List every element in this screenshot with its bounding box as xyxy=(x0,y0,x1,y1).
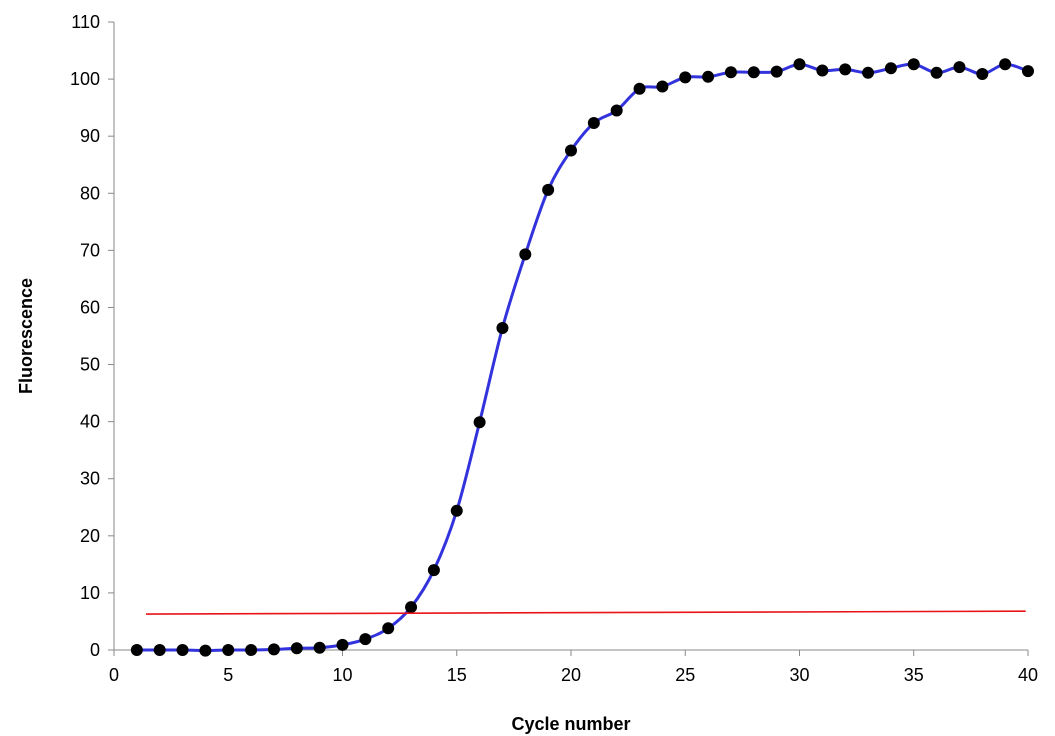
data-point xyxy=(976,67,989,80)
data-point xyxy=(610,104,623,117)
y-tick-label: 90 xyxy=(80,126,100,146)
y-tick-label: 80 xyxy=(80,183,100,203)
y-tick-label: 30 xyxy=(80,469,100,489)
data-point xyxy=(1022,65,1034,78)
data-point xyxy=(450,504,463,517)
y-tick-label: 40 xyxy=(80,412,100,432)
data-point xyxy=(290,642,303,655)
data-point xyxy=(427,564,440,577)
data-point xyxy=(930,66,943,79)
data-point xyxy=(199,644,212,657)
y-tick-label: 50 xyxy=(80,355,100,375)
y-tick-label: 10 xyxy=(80,583,100,603)
y-tick-label: 70 xyxy=(80,240,100,260)
y-tick-label: 110 xyxy=(71,12,100,32)
x-tick-label: 10 xyxy=(332,665,352,685)
x-tick-label: 40 xyxy=(1018,665,1038,685)
threshold-line xyxy=(145,610,1026,615)
data-point xyxy=(702,70,715,83)
data-point xyxy=(245,644,258,656)
data-point xyxy=(862,66,875,79)
data-point xyxy=(153,644,166,656)
data-point xyxy=(839,63,852,76)
x-tick-label: 35 xyxy=(904,665,924,685)
data-point xyxy=(542,183,555,196)
axes: 0 5 10 15 20 25 30 35 40 0 10 20 30 40 50 60 70 80 90 100 11… xyxy=(70,12,1038,685)
y-tick-label: 20 xyxy=(80,526,100,546)
data-point xyxy=(793,58,806,71)
y-axis-title: Fluorescence xyxy=(16,278,36,394)
data-point xyxy=(130,644,143,656)
data-point xyxy=(907,58,920,71)
x-tick-label: 30 xyxy=(789,665,809,685)
data-point xyxy=(770,65,783,78)
x-tick-label: 25 xyxy=(675,665,695,685)
y-tick-label: 100 xyxy=(70,69,100,89)
y-tick-label: 0 xyxy=(90,640,100,660)
y-tick-label: 60 xyxy=(80,297,100,317)
data-point xyxy=(884,62,897,75)
data-point xyxy=(405,601,418,614)
data-point xyxy=(679,71,692,84)
data-point xyxy=(816,64,829,77)
data-point xyxy=(656,80,669,93)
data-point xyxy=(587,117,600,130)
data-point xyxy=(382,622,395,635)
plot-area xyxy=(130,58,1034,657)
data-point xyxy=(565,144,577,157)
data-point xyxy=(176,644,189,656)
data-point xyxy=(999,58,1012,71)
x-tick-label: 15 xyxy=(447,665,467,685)
data-point xyxy=(519,248,532,261)
x-tick-label: 5 xyxy=(223,665,233,685)
x-tick-label: 0 xyxy=(109,665,119,685)
data-point xyxy=(724,66,737,79)
data-point xyxy=(747,66,760,79)
data-point xyxy=(953,61,966,74)
x-axis-title: Cycle number xyxy=(511,714,630,734)
data-point xyxy=(633,82,646,95)
fluorescence-curve xyxy=(136,62,1029,653)
data-point xyxy=(222,644,235,656)
data-point xyxy=(496,322,509,335)
data-point xyxy=(313,641,326,654)
data-point xyxy=(473,416,486,429)
data-point xyxy=(359,633,372,646)
data-point xyxy=(336,638,349,651)
data-point xyxy=(267,643,280,656)
x-tick-label: 20 xyxy=(561,665,581,685)
